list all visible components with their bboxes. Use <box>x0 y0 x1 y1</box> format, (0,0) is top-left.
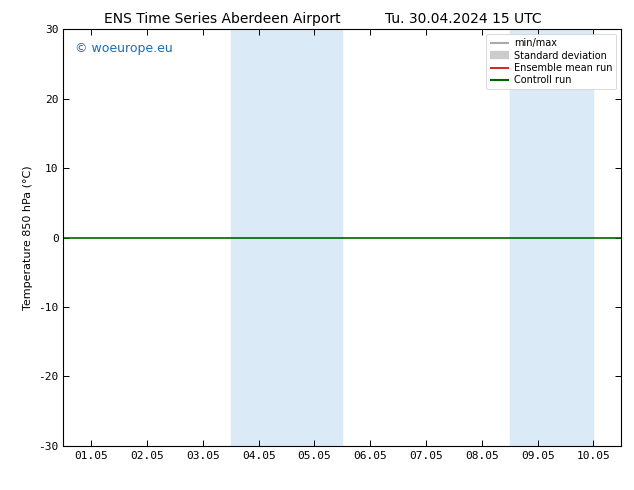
Bar <box>510 29 593 446</box>
Text: ENS Time Series Aberdeen Airport: ENS Time Series Aberdeen Airport <box>103 12 340 26</box>
Text: © woeurope.eu: © woeurope.eu <box>75 42 172 55</box>
Legend: min/max, Standard deviation, Ensemble mean run, Controll run: min/max, Standard deviation, Ensemble me… <box>486 34 616 89</box>
Bar <box>231 29 342 446</box>
Text: Tu. 30.04.2024 15 UTC: Tu. 30.04.2024 15 UTC <box>384 12 541 26</box>
Y-axis label: Temperature 850 hPa (°C): Temperature 850 hPa (°C) <box>23 165 33 310</box>
